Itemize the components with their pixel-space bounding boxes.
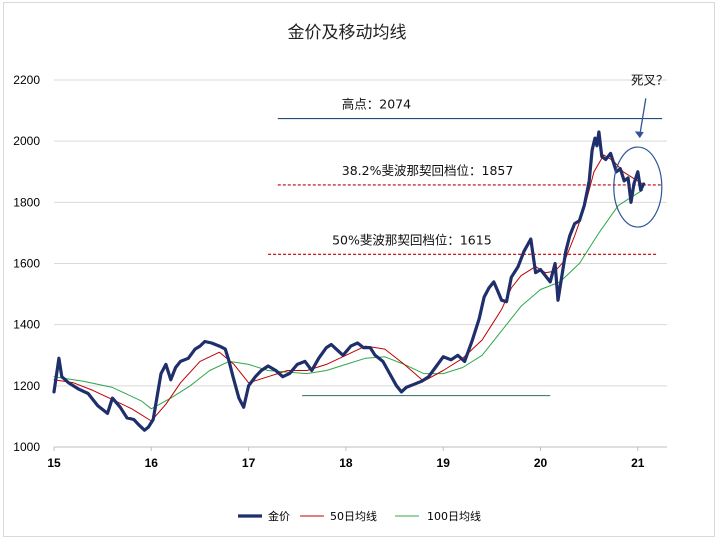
chart-frame bbox=[3, 2, 715, 537]
y-tick-label: 1200 bbox=[13, 379, 40, 393]
x-tick-label: 16 bbox=[145, 456, 159, 470]
annotation-arrowhead bbox=[634, 131, 644, 139]
reference-line-label: 50%斐波那契回档位：1615 bbox=[332, 232, 492, 247]
reference-lines: 高点：2074 38.2%斐波那契回档位：1857 50%斐波那契回档位：1615 bbox=[268, 97, 663, 397]
highlight-ellipse bbox=[613, 146, 663, 228]
legend-label: 100日均线 bbox=[427, 509, 481, 523]
series-lines bbox=[52, 130, 646, 432]
y-tick-label: 1400 bbox=[13, 318, 40, 332]
series-line-2 bbox=[53, 189, 644, 410]
series-line-1 bbox=[53, 154, 644, 422]
x-tick-label: 15 bbox=[47, 456, 61, 470]
x-tick-label: 18 bbox=[339, 456, 353, 470]
legend: 金价 50日均线 100日均线 bbox=[238, 509, 481, 523]
legend-label: 50日均线 bbox=[330, 509, 377, 523]
y-tick-label: 1000 bbox=[13, 440, 40, 454]
reference-line-label: 38.2%斐波那契回档位：1857 bbox=[342, 163, 514, 178]
x-tick-label: 21 bbox=[631, 456, 645, 470]
x-axis-ticks: 15 16 17 18 19 20 21 bbox=[47, 447, 645, 470]
annotation-arrow bbox=[639, 98, 647, 136]
y-tick-label: 2200 bbox=[13, 73, 40, 87]
legend-label: 金价 bbox=[268, 509, 290, 523]
y-axis-ticks: 1000 1200 1400 1600 1800 2000 2200 bbox=[13, 73, 40, 454]
x-tick-label: 19 bbox=[437, 456, 451, 470]
gridlines bbox=[54, 79, 667, 387]
series-line-0 bbox=[52, 130, 646, 432]
x-tick-label: 17 bbox=[242, 456, 256, 470]
y-tick-label: 1800 bbox=[13, 195, 40, 209]
reference-line-label: 高点：2074 bbox=[342, 97, 411, 112]
annotation-text: 死叉？ bbox=[631, 72, 669, 87]
annotations: 死叉？ bbox=[613, 72, 669, 228]
x-tick-label: 20 bbox=[534, 456, 548, 470]
chart-title: 金价及移动均线 bbox=[288, 23, 407, 43]
y-tick-label: 2000 bbox=[13, 134, 40, 148]
y-tick-label: 1600 bbox=[13, 257, 40, 271]
